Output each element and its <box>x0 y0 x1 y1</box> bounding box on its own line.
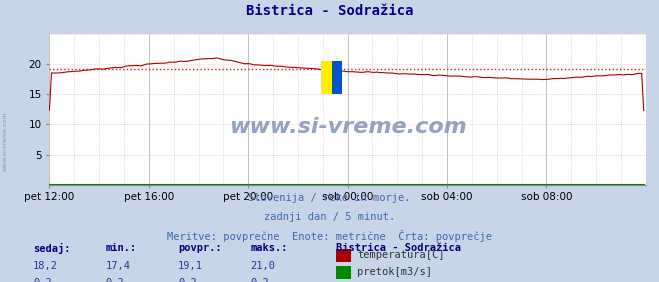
Bar <box>331 61 342 94</box>
Text: 18,2: 18,2 <box>33 261 58 271</box>
Text: Meritve: povprečne  Enote: metrične  Črta: povprečje: Meritve: povprečne Enote: metrične Črta:… <box>167 230 492 242</box>
Text: maks.:: maks.: <box>250 243 288 252</box>
Text: 21,0: 21,0 <box>250 261 275 271</box>
Text: povpr.:: povpr.: <box>178 243 221 252</box>
Text: 0,2: 0,2 <box>250 278 269 282</box>
Text: pretok[m3/s]: pretok[m3/s] <box>357 267 432 277</box>
Text: Bistrica - Sodražica: Bistrica - Sodražica <box>336 243 461 252</box>
Text: 0,2: 0,2 <box>178 278 196 282</box>
Text: 0,2: 0,2 <box>33 278 51 282</box>
Text: www.si-vreme.com: www.si-vreme.com <box>3 111 8 171</box>
Text: Slovenija / reke in morje.: Slovenija / reke in morje. <box>248 193 411 203</box>
Text: min.:: min.: <box>105 243 136 252</box>
Text: 0,2: 0,2 <box>105 278 124 282</box>
Text: sedaj:: sedaj: <box>33 243 71 254</box>
Text: 17,4: 17,4 <box>105 261 130 271</box>
Text: temperatura[C]: temperatura[C] <box>357 250 445 261</box>
Text: zadnji dan / 5 minut.: zadnji dan / 5 minut. <box>264 212 395 221</box>
Text: www.si-vreme.com: www.si-vreme.com <box>229 117 467 137</box>
Text: Bistrica - Sodražica: Bistrica - Sodražica <box>246 4 413 18</box>
Text: 19,1: 19,1 <box>178 261 203 271</box>
Bar <box>321 61 331 94</box>
